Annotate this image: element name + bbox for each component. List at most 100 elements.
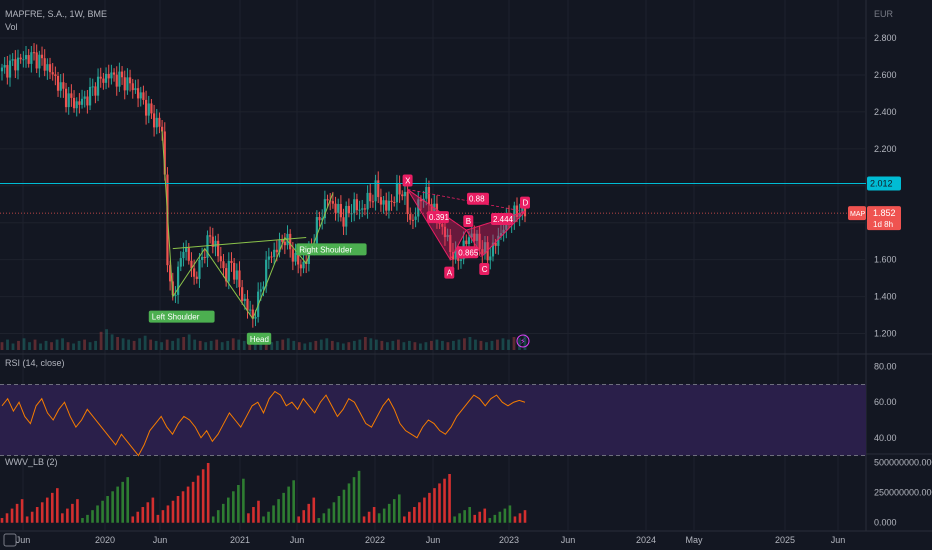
wwv-bar	[458, 513, 461, 523]
volume-bar	[72, 343, 75, 350]
wwv-bar	[226, 497, 230, 523]
volume-bar	[83, 339, 86, 350]
candle-body	[443, 226, 447, 238]
price-tick-label: 2.200	[874, 144, 897, 154]
volume-bar	[94, 340, 97, 350]
wwv-bar	[96, 505, 99, 523]
candle-body	[128, 77, 132, 84]
candle-body	[403, 191, 407, 197]
volume-bar	[165, 339, 169, 350]
candle-body	[142, 92, 145, 100]
price-tick-label: 1.200	[874, 329, 897, 339]
volume-bar	[446, 342, 450, 350]
candle-body	[120, 71, 124, 78]
candle-body	[521, 207, 524, 213]
candle-body	[473, 233, 476, 241]
candle-body	[8, 60, 12, 78]
volume-bar	[248, 342, 252, 350]
candle-body	[227, 260, 230, 282]
candle-body	[22, 59, 25, 61]
volume-bar	[11, 343, 15, 350]
candle-body	[163, 131, 166, 175]
volume-bar	[33, 339, 37, 350]
volume-bar	[193, 339, 197, 350]
candle-body	[454, 249, 457, 260]
wwv-bar	[116, 486, 119, 523]
candle-body	[193, 268, 196, 277]
candle-body	[411, 219, 415, 221]
volume-bar	[6, 339, 9, 350]
wwv-bar	[387, 503, 391, 523]
candle-body	[35, 52, 38, 69]
volume-bar	[127, 339, 131, 350]
wwv-bar	[352, 477, 356, 523]
wwv-bar	[71, 503, 74, 523]
harmonic-point-box	[463, 215, 474, 228]
candle-body	[414, 216, 417, 220]
wwv-bar	[463, 510, 466, 523]
wwv-bar	[126, 477, 130, 523]
candle-body	[40, 54, 44, 59]
lightning-icon: ⚡	[520, 337, 526, 346]
candle-body	[275, 249, 278, 253]
candle-body	[267, 256, 270, 260]
wwv-bar	[20, 499, 24, 523]
candle-body	[147, 103, 150, 116]
wwv-bar	[166, 505, 170, 523]
candle-body	[425, 187, 428, 199]
candle-body	[499, 233, 503, 236]
harmonic-ratio-box	[426, 211, 449, 224]
candle-body	[182, 251, 185, 259]
wwv-bar	[473, 514, 477, 523]
volume-bar	[209, 340, 213, 350]
volume-bar	[17, 340, 20, 350]
wwv-bar	[151, 497, 155, 523]
x-tick-label: Jun	[153, 535, 168, 545]
wwv-bar	[377, 513, 381, 523]
candle-body	[6, 65, 9, 78]
wwv-bar	[10, 508, 14, 523]
candle-body	[152, 113, 156, 128]
volume-bar	[430, 340, 433, 350]
candle-body	[235, 270, 238, 280]
candle-body	[241, 287, 244, 301]
volume-bar	[39, 343, 42, 350]
harmonic-point-label: D	[523, 199, 529, 208]
volume-bar	[314, 340, 318, 350]
candle-body	[387, 200, 391, 211]
rsi-tick-label: 80.00	[874, 362, 897, 372]
candle-body	[281, 239, 284, 242]
ticker-tag	[848, 206, 866, 221]
wwv-bar	[372, 507, 376, 523]
chart-settings-icon[interactable]	[3, 533, 17, 547]
neckline	[172, 236, 307, 250]
candle-body	[110, 72, 113, 79]
candle-body	[46, 64, 49, 71]
wwv-bar	[302, 510, 306, 523]
hs-label-box	[246, 332, 272, 345]
candle-body	[323, 199, 326, 219]
wwv-bar	[413, 507, 416, 523]
candle-body	[483, 242, 487, 254]
candle-body	[475, 233, 479, 241]
wwv-bar	[171, 500, 175, 523]
volume-bar	[237, 339, 241, 350]
wwv-bar	[30, 511, 34, 523]
wwv-bar	[56, 488, 59, 523]
wwv-bar	[267, 511, 270, 523]
candle-body	[30, 52, 33, 64]
volume-bar	[496, 339, 499, 350]
volume-bar	[264, 339, 268, 350]
candle-body	[139, 92, 142, 99]
wwv-bar	[337, 496, 341, 523]
wwv-bar	[513, 516, 517, 523]
alert-icon[interactable]	[516, 334, 530, 348]
wwv-bar	[86, 514, 89, 523]
wwv-bar	[206, 462, 210, 523]
volume-bar	[325, 338, 329, 350]
volume-bar	[171, 340, 175, 350]
candle-body	[371, 201, 375, 203]
candle-body	[19, 57, 22, 60]
candle-body	[161, 126, 164, 132]
